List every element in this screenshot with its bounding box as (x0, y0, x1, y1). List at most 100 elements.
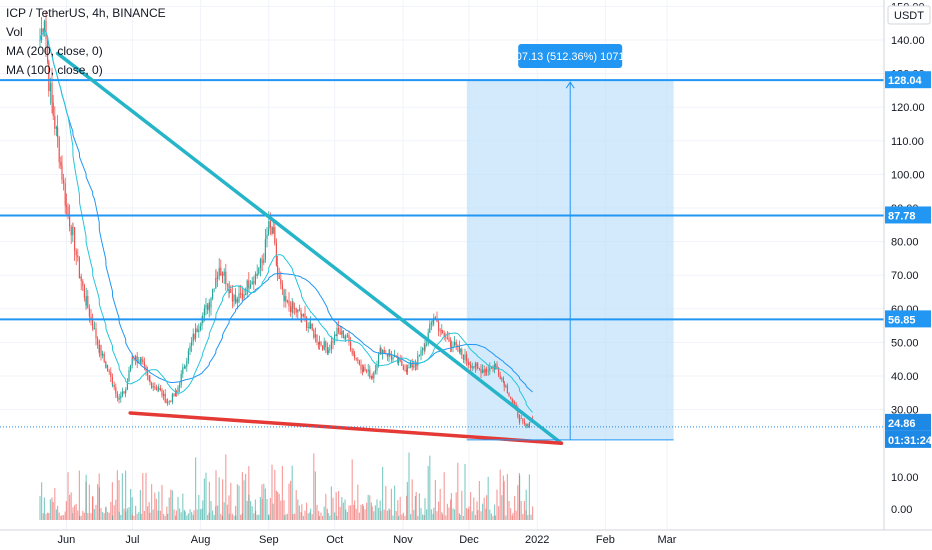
candle-body (371, 376, 373, 379)
candle-body (487, 370, 489, 372)
volume-bar (39, 496, 41, 520)
chart-legend: ICP / TetherUS, 4h, BINANCE Vol MA (200,… (6, 4, 166, 80)
legend-volume[interactable]: Vol (6, 25, 23, 39)
candle-body (417, 355, 419, 366)
price-axis-tag-label: 87.78 (888, 210, 916, 222)
volume-bar (83, 512, 85, 520)
price-axis-tag (885, 71, 931, 89)
candle-body (166, 402, 168, 404)
candle-body (93, 328, 95, 330)
volume-bar (108, 512, 110, 520)
volume-histogram (39, 452, 534, 520)
candle-body (103, 353, 105, 362)
candle-body (72, 226, 74, 228)
candle-body (203, 308, 205, 316)
candle-body (334, 334, 336, 343)
candle-body (140, 359, 142, 361)
volume-bar (120, 514, 122, 520)
candle-body (466, 354, 468, 362)
volume-bar (454, 509, 456, 520)
legend-ma200[interactable]: MA (200, close, 0) (6, 44, 103, 58)
ma-200-line (39, 29, 533, 393)
horizontal-levels[interactable] (0, 79, 884, 321)
candle-body (63, 179, 65, 184)
projection-arrow[interactable]: 107.13 (512.36%) 10713 (466, 44, 674, 441)
volume-bar (502, 475, 504, 520)
volume-bar (326, 508, 328, 520)
volume-bar (397, 500, 399, 520)
candle-body (187, 350, 189, 361)
volume-bar (339, 506, 341, 520)
candle-body (108, 370, 110, 372)
candle-body (228, 288, 230, 294)
volume-bar (179, 508, 181, 520)
volume-bar (175, 510, 177, 520)
volume-bar (264, 488, 266, 520)
candle-body (473, 366, 475, 368)
volume-bar (413, 509, 415, 520)
volume-bar (330, 486, 332, 520)
volume-bar (355, 508, 357, 520)
trendline (128, 411, 564, 445)
volume-bar (225, 454, 227, 520)
volume-bar (348, 505, 350, 520)
volume-bar (105, 507, 107, 520)
volume-bar (259, 497, 261, 520)
candle-body (344, 337, 346, 339)
volume-bar (187, 513, 189, 520)
candle-body (158, 388, 160, 390)
volume-bar (231, 513, 233, 520)
volume-bar (251, 506, 253, 520)
volume-bar (392, 515, 394, 520)
candle-body (243, 293, 245, 299)
volume-bar (508, 501, 510, 520)
volume-bar (173, 509, 175, 520)
volume-bar (135, 505, 137, 520)
candle-body (461, 349, 463, 355)
candle-body (422, 348, 424, 351)
candle-body (294, 308, 296, 309)
candle-body (505, 385, 507, 387)
time-axis[interactable]: Jun Jul Aug Sep Oct Nov Dec 2022 Feb Mar (0, 529, 932, 546)
volume-bar (93, 509, 95, 520)
volume-bar (512, 512, 514, 520)
candle-body (408, 367, 410, 369)
candle-body (522, 418, 524, 422)
candle-body (274, 227, 276, 244)
candle-body (74, 227, 76, 251)
candle-body (439, 330, 441, 332)
volume-bar (309, 512, 311, 520)
candle-body (215, 278, 217, 280)
candle-body (288, 300, 290, 307)
volume-bar (110, 501, 112, 520)
volume-bar (394, 485, 396, 520)
volume-bar (175, 515, 177, 520)
volume-bar (374, 505, 376, 520)
volume-bar (145, 472, 147, 520)
legend-symbol[interactable]: ICP / TetherUS, 4h, BINANCE (6, 6, 166, 20)
volume-bar (180, 512, 182, 520)
candle-body (277, 265, 279, 276)
volume-bar (69, 494, 71, 520)
volume-bar (199, 509, 201, 520)
trendlines[interactable] (55, 51, 564, 445)
volume-bar (218, 477, 220, 520)
volume-bar (527, 514, 529, 520)
candle-body (446, 337, 448, 339)
volume-bar (378, 507, 380, 520)
volume-bar (112, 515, 114, 520)
candle-body (298, 309, 300, 311)
volume-bar (468, 506, 470, 520)
legend-ma100[interactable]: MA (100, close, 0) (6, 63, 103, 77)
candle-body (477, 365, 479, 369)
candle-body (147, 370, 149, 376)
volume-bar (483, 497, 485, 520)
candle-body (336, 327, 338, 336)
candle-body (225, 271, 227, 285)
candle-body (92, 318, 94, 327)
volume-bar (72, 507, 74, 520)
candle-body (458, 345, 460, 353)
volume-bar (346, 512, 348, 520)
